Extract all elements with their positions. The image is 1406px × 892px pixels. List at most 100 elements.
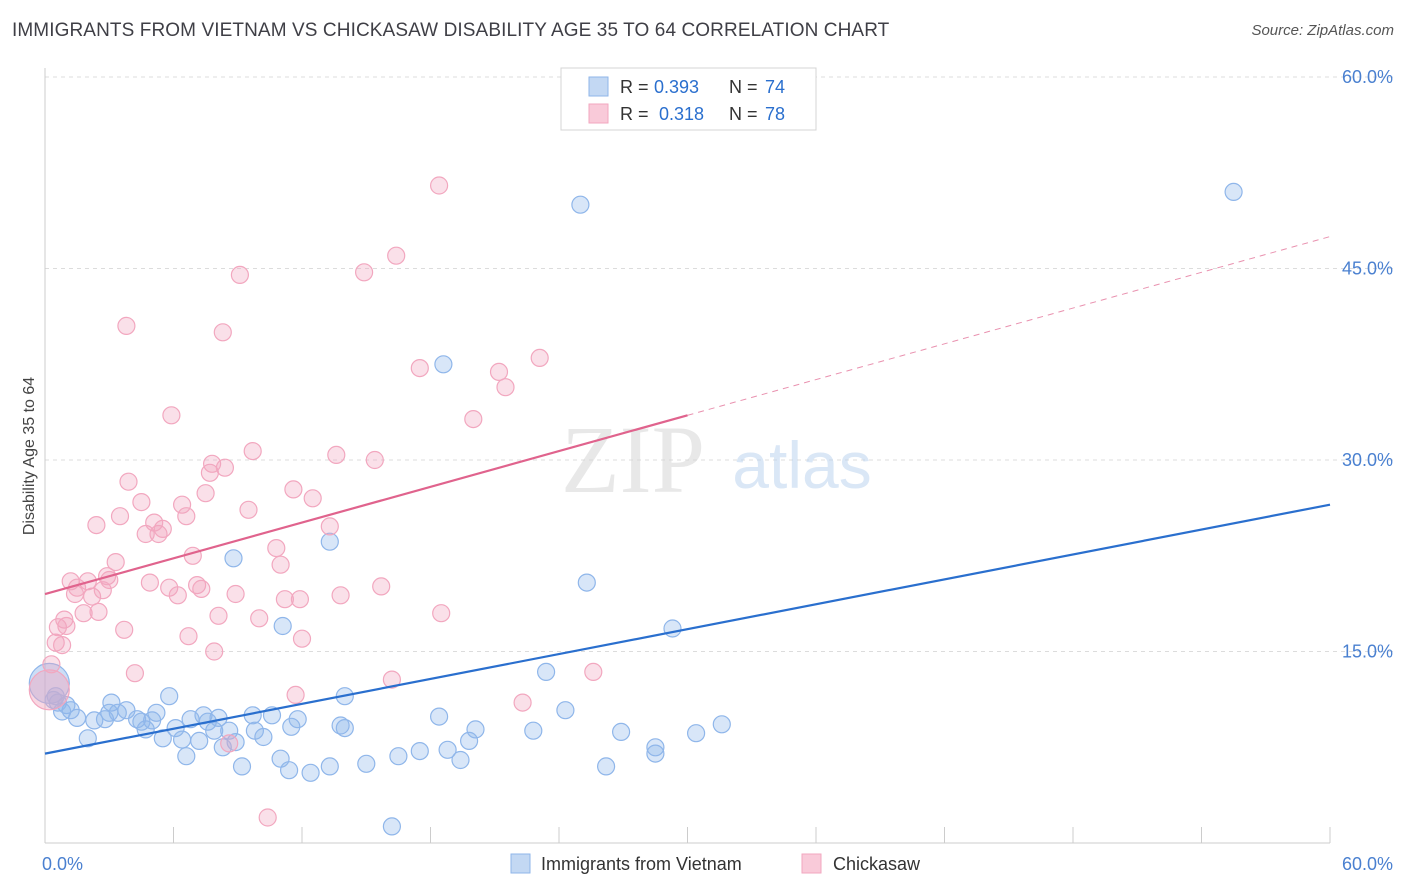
point-vietnam: [147, 703, 166, 722]
grid-lines: [45, 76, 1393, 652]
point-chickasaw: [215, 458, 234, 477]
data-points: [28, 176, 1243, 836]
trend-line-chickasaw: [44, 414, 688, 596]
point-vietnam: [571, 195, 590, 214]
point-chickasaw: [177, 507, 196, 526]
point-chickasaw: [286, 685, 305, 705]
point-chickasaw: [432, 604, 451, 623]
point-chickasaw: [209, 606, 228, 625]
point-vietnam: [132, 712, 151, 731]
point-chickasaw: [226, 584, 245, 604]
point-vietnam: [160, 687, 179, 706]
legend-top-n-value-vietnam: 74: [765, 77, 785, 97]
point-chickasaw: [192, 579, 211, 599]
point-chickasaw: [320, 517, 339, 536]
source-label: Source: ZipAtlas.com: [1251, 22, 1394, 39]
legend-top-swatch-chickasaw: [588, 103, 609, 124]
point-chickasaw: [183, 546, 202, 565]
point-chickasaw: [430, 176, 449, 195]
point-vietnam: [320, 532, 339, 551]
y-axis-label: Disability Age 35 to 64: [21, 377, 38, 535]
point-vietnam: [357, 754, 376, 773]
point-vietnam: [596, 757, 616, 776]
point-chickasaw: [258, 808, 277, 827]
x-tick-label: 60.0%: [1342, 854, 1393, 874]
y-tick-label: 30.0%: [1342, 450, 1393, 470]
legend-top: R = 0.393 N = 74 R = 0.318 N = 78: [560, 67, 817, 131]
point-vietnam: [78, 729, 97, 748]
legend-top-n-label-vietnam: N =: [729, 77, 758, 97]
point-chickasaw: [489, 362, 509, 381]
point-vietnam: [577, 573, 596, 592]
point-chickasaw: [382, 670, 401, 689]
point-chickasaw: [173, 495, 192, 514]
legend-bottom-swatch-chickasaw: [801, 853, 822, 874]
point-chickasaw: [331, 586, 350, 605]
point-chickasaw: [196, 484, 215, 503]
point-chickasaw: [110, 507, 130, 526]
point-chickasaw: [179, 627, 198, 646]
point-chickasaw: [513, 693, 532, 712]
point-chickasaw: [284, 480, 303, 499]
point-chickasaw: [220, 734, 239, 753]
point-chickasaw: [74, 604, 93, 623]
point-vietnam: [430, 707, 449, 726]
legend-top-n-value-chickasaw: 78: [765, 104, 785, 124]
chart-title: IMMIGRANTS FROM VIETNAM VS CHICKASAW DIS…: [12, 20, 890, 41]
point-vietnam: [712, 715, 731, 734]
y-tick-label: 45.0%: [1342, 259, 1393, 279]
trend-line-vietnam: [44, 503, 1331, 755]
point-chickasaw: [271, 555, 290, 574]
legend-top-swatch-vietnam: [588, 76, 609, 97]
point-vietnam: [226, 732, 245, 752]
point-chickasaw: [250, 609, 269, 628]
point-vietnam: [663, 619, 682, 638]
point-vietnam: [410, 741, 429, 761]
point-chickasaw: [140, 573, 159, 592]
point-vietnam: [57, 695, 76, 715]
y-tick-label: 60.0%: [1342, 67, 1393, 87]
legend-top-r-label-vietnam: R =: [620, 77, 649, 97]
watermark-atlas: atlas: [732, 428, 871, 502]
point-vietnam: [646, 738, 665, 757]
point-vietnam: [524, 721, 543, 740]
point-vietnam: [282, 717, 301, 736]
x-tick-labels: 0.0% 60.0%: [42, 854, 1393, 874]
point-vietnam: [190, 731, 209, 751]
point-vietnam: [389, 747, 408, 766]
point-chickasaw: [292, 629, 312, 648]
point-chickasaw: [365, 450, 384, 470]
point-vietnam: [536, 662, 556, 682]
point-chickasaw: [464, 410, 483, 429]
point-vietnam: [100, 703, 119, 722]
legend-bottom-swatch-vietnam: [510, 853, 531, 874]
point-chickasaw: [327, 445, 346, 464]
point-vietnam: [173, 730, 192, 749]
point-chickasaw: [117, 316, 136, 335]
point-chickasaw: [387, 246, 406, 265]
y-tick-label: 15.0%: [1342, 642, 1393, 662]
point-chickasaw: [132, 493, 151, 512]
legend-bottom-label-vietnam: Immigrants from Vietnam: [541, 854, 742, 874]
legend-bottom-label-chickasaw: Chickasaw: [833, 854, 921, 874]
point-vietnam: [273, 616, 292, 636]
legend-top-r-value-vietnam: 0.393: [654, 77, 699, 97]
point-chickasaw: [93, 581, 112, 600]
point-chickasaw: [89, 602, 108, 622]
point-chickasaw: [213, 323, 232, 342]
point-vietnam: [382, 817, 401, 836]
legend-top-n-label-chickasaw: N =: [729, 104, 758, 124]
point-chickasaw: [290, 590, 309, 609]
point-vietnam: [220, 721, 239, 740]
point-chickasaw: [355, 263, 374, 282]
point-chickasaw: [168, 586, 187, 605]
trend-lines: [44, 236, 1331, 755]
point-chickasaw: [410, 359, 429, 378]
watermark-zip: ZIP: [561, 406, 705, 513]
point-vietnam: [1224, 182, 1243, 201]
legend-bottom: Immigrants from Vietnam Chickasaw: [510, 853, 921, 874]
point-chickasaw: [267, 538, 286, 558]
point-vietnam: [451, 750, 470, 770]
point-vietnam: [254, 727, 273, 747]
point-chickasaw: [584, 662, 603, 682]
